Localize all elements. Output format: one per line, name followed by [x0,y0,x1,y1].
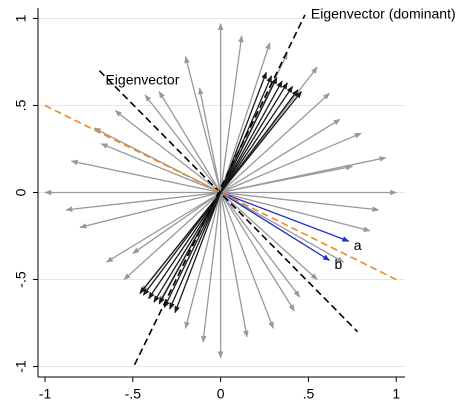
vector-arrow [220,85,294,193]
x-tick-label: .5 [303,386,315,402]
vector-arrow [220,82,288,193]
x-tick-label: -.5 [125,386,142,402]
vector-arrow [158,90,222,193]
vector-arrow [148,192,222,300]
vector-arrow [158,192,222,305]
vector-arrow [198,87,222,193]
x-tick-label: 0 [217,386,225,402]
vector-arrow [144,94,222,193]
vector-arrow [220,192,295,312]
vector-arrow [201,192,222,343]
vector-arrow [100,143,221,194]
vector-arrow [220,192,301,298]
vector-arrow [220,192,274,329]
vector-arrow [184,56,222,193]
vector-arrow [220,80,283,193]
vector-arrow [219,35,244,193]
vector-arrow [220,191,371,232]
vector-arrow [220,191,380,212]
y-tick-label: .5 [13,99,29,111]
vector-arrow [174,192,222,314]
vector-arrow [220,191,345,263]
vector-arrow [105,191,221,263]
vector-arrow [184,192,222,329]
vector-arrow [153,192,222,303]
vector-arrow [132,191,221,254]
x-tick-label: -1 [39,386,52,402]
vector-arrow [220,118,341,194]
vector-arrow [65,191,221,212]
vector-arrow [219,192,249,338]
y-tick-label: -.5 [13,271,29,288]
vector-arrow [220,76,278,193]
vector-arrow [220,92,331,193]
vector-arrow [139,192,222,294]
reference-line [98,70,359,333]
vector-arrow [220,164,354,194]
vector-arrow [220,91,302,193]
vector-arrow [220,42,271,193]
vector-arrow [220,191,350,242]
line-label: Eigenvector (dominant) [311,6,456,22]
vector-arrow [70,159,221,194]
vector-arrow [123,192,222,281]
reference-line [133,14,306,366]
vector-label: a [354,237,362,253]
y-tick-label: 0 [13,188,29,196]
vector-arrow [114,110,222,194]
vector-arrow [79,191,221,229]
y-tick-label: -1 [13,360,29,373]
vector-arrow [169,192,222,310]
x-tick-label: 1 [392,386,400,402]
vector-label: b [334,256,342,272]
vector-arrow [163,192,222,309]
vector-arrow [220,192,318,281]
vector-arrow [220,191,331,261]
y-tick-label: 1 [13,14,29,22]
line-label: Eigenvector [105,71,179,87]
vector-arrow [220,132,362,194]
